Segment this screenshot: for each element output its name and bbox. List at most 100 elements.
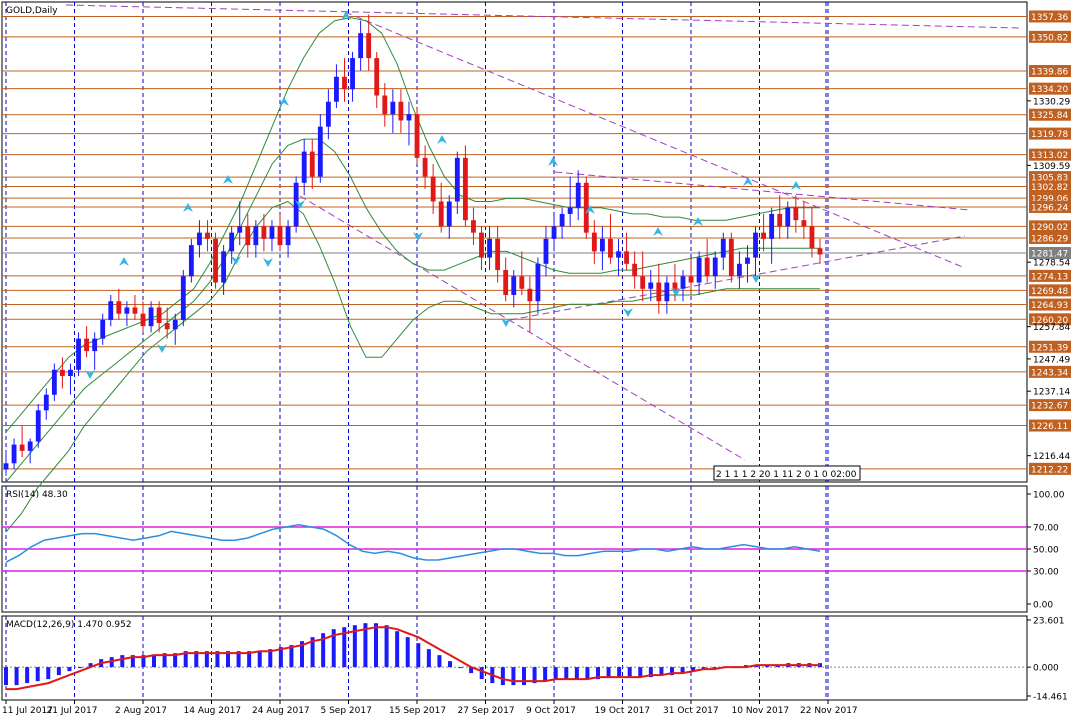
candle xyxy=(237,201,243,246)
fractal-marker xyxy=(693,217,703,226)
candle xyxy=(35,404,41,448)
time-axis-label: 24 Aug 2017 xyxy=(252,700,310,716)
svg-text:100.00: 100.00 xyxy=(1033,491,1065,501)
macd-histogram-bar xyxy=(458,667,463,669)
price-axis-label: 1274.13 xyxy=(1029,269,1071,282)
fractal-marker xyxy=(653,227,663,236)
candle xyxy=(575,170,581,221)
time-axis-label: 31 Oct 2017 xyxy=(663,700,719,716)
candle xyxy=(688,257,694,295)
candle xyxy=(382,83,388,127)
price-axis-label: 1281.47 xyxy=(1029,247,1071,260)
macd-histogram-bar xyxy=(532,667,537,684)
candle xyxy=(188,238,194,283)
trend-line xyxy=(554,171,971,211)
svg-text:11 Jul 2017: 11 Jul 2017 xyxy=(2,706,53,716)
macd-histogram-bar xyxy=(194,651,199,668)
macd-histogram-bar xyxy=(659,667,664,676)
candle xyxy=(390,89,396,133)
macd-histogram-bar xyxy=(109,657,114,668)
svg-text:70.00: 70.00 xyxy=(1033,524,1059,534)
candle xyxy=(277,213,283,252)
candle xyxy=(616,238,621,277)
macd-histogram-bar xyxy=(648,667,653,678)
macd-histogram-bar xyxy=(78,667,82,669)
price-axis-label: 1216.44 xyxy=(1027,452,1070,462)
svg-text:1330.29: 1330.29 xyxy=(1033,97,1070,107)
candle xyxy=(334,64,339,108)
candle xyxy=(648,270,654,302)
fractal-marker xyxy=(413,232,423,241)
svg-text:1305.83: 1305.83 xyxy=(1031,174,1068,184)
macd-histogram-bar xyxy=(606,667,611,678)
trend-line xyxy=(344,11,966,269)
candle xyxy=(559,207,565,239)
macd-histogram-bar xyxy=(479,667,484,680)
candle xyxy=(712,251,718,289)
candle xyxy=(487,226,492,271)
macd-histogram-bar xyxy=(384,625,389,668)
candle xyxy=(100,313,106,345)
candle xyxy=(366,14,372,71)
price-axis-label: 1278.54 xyxy=(1027,259,1070,269)
svg-text:1339.86: 1339.86 xyxy=(1031,68,1068,78)
candle xyxy=(358,20,364,71)
svg-text:1309.59: 1309.59 xyxy=(1033,162,1070,172)
fractal-marker xyxy=(157,344,167,353)
macd-histogram-bar xyxy=(204,651,209,668)
price-axis-label: 1334.20 xyxy=(1029,82,1071,95)
candle xyxy=(656,263,662,314)
macd-histogram-bar xyxy=(46,667,51,680)
candle xyxy=(527,276,533,333)
candle xyxy=(535,257,541,314)
macd-histogram-bar xyxy=(543,667,548,682)
price-axis-label: 1257.84 xyxy=(1027,323,1070,333)
price-axis-label: 1319.78 xyxy=(1029,127,1071,140)
macd-histogram-bar xyxy=(775,665,780,668)
macd-histogram-bar xyxy=(67,667,72,672)
price-axis-label: 1237.14 xyxy=(1027,388,1070,398)
time-axis-label: 22 Nov 2017 xyxy=(800,700,858,716)
macd-histogram-bar xyxy=(35,667,40,682)
price-panel-frame xyxy=(1,1,1028,483)
svg-text:2 Aug 2017: 2 Aug 2017 xyxy=(115,706,167,716)
macd-histogram-bar xyxy=(416,643,421,668)
candle xyxy=(414,107,420,165)
svg-text:1247.49: 1247.49 xyxy=(1033,355,1070,365)
macd-histogram-bar xyxy=(712,667,717,669)
candle xyxy=(253,220,259,258)
fractal-marker xyxy=(437,135,447,144)
candle xyxy=(745,245,750,283)
price-axis-label: 1243.34 xyxy=(1029,365,1071,378)
candle xyxy=(172,313,178,345)
svg-text:21 Jul 2017: 21 Jul 2017 xyxy=(47,706,98,716)
fractal-marker xyxy=(751,274,761,283)
candle xyxy=(293,176,299,233)
svg-text:23.601: 23.601 xyxy=(1033,617,1065,627)
fractal-marker xyxy=(743,177,753,186)
fractal-marker xyxy=(119,257,129,266)
candle xyxy=(59,357,65,389)
macd-histogram-bar xyxy=(152,655,156,668)
macd-histogram-bar xyxy=(680,667,685,674)
candle xyxy=(446,195,452,239)
candle xyxy=(84,326,90,358)
time-axis-label: 5 Sep 2017 xyxy=(321,700,372,716)
bollinger-middle xyxy=(5,138,820,483)
macd-histogram-bar xyxy=(522,667,526,686)
price-axis-label: 1264.93 xyxy=(1029,298,1071,311)
svg-text:31 Oct 2017: 31 Oct 2017 xyxy=(663,706,719,716)
svg-text:1237.14: 1237.14 xyxy=(1033,388,1070,398)
svg-text:1319.78: 1319.78 xyxy=(1031,130,1068,140)
candle xyxy=(51,363,57,401)
macd-histogram-bar xyxy=(331,629,336,668)
candle xyxy=(809,207,815,258)
candle xyxy=(511,270,517,308)
fractal-marker xyxy=(341,11,351,20)
candle xyxy=(398,89,404,133)
candle xyxy=(422,145,428,190)
candle xyxy=(350,51,355,102)
candle xyxy=(680,270,686,302)
candle xyxy=(205,220,210,252)
